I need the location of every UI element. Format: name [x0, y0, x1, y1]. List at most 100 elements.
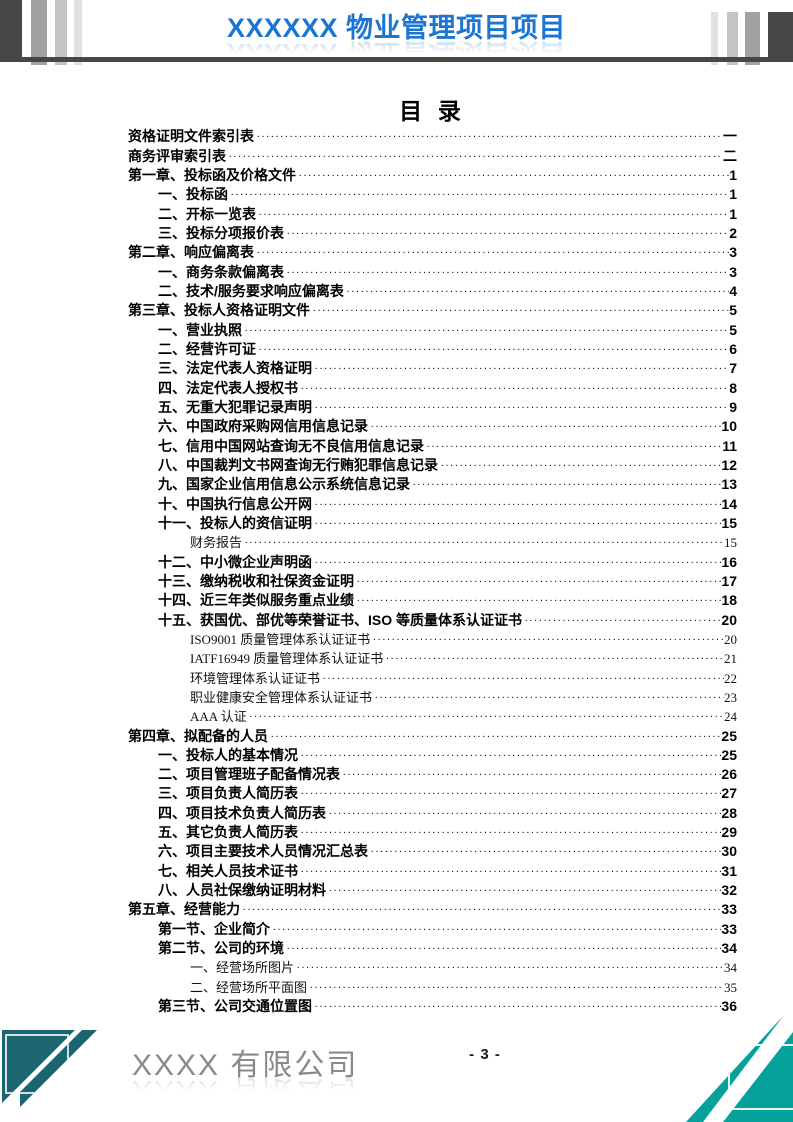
toc-entry[interactable]: 第五章、经营能力................................… [128, 899, 737, 918]
toc-entry[interactable]: 四、项目技术负责人简历表............................… [128, 802, 737, 821]
toc-entry[interactable]: 第三章、投标人资格证明文件...........................… [128, 300, 737, 319]
toc-entry-label: 二、技术/服务要求响应偏离表 [158, 282, 344, 299]
toc-entry[interactable]: 二、经营场所平面图...............................… [128, 976, 737, 995]
toc-entry-label: 商务评审索引表 [128, 147, 226, 164]
toc-entry[interactable]: IATF16949 质量管理体系认证证书....................… [128, 648, 737, 667]
toc-leader-dots: ........................................… [329, 883, 721, 895]
toc-entry-page-number: 3 [729, 263, 737, 280]
toc-leader-dots: ........................................… [371, 419, 722, 431]
toc-entry-page-number: 33 [721, 901, 737, 918]
toc-entry[interactable]: 职业健康安全管理体系认证证书..........................… [128, 687, 737, 706]
toc-entry-page-number: 28 [721, 804, 737, 821]
top-right-gray-bar-2 [727, 12, 738, 65]
toc-entry[interactable]: 十四、近三年类似服务重点业绩..........................… [128, 590, 737, 609]
toc-entry-label: 十一、投标人的资信证明 [158, 514, 312, 531]
toc-leader-dots: ........................................… [315, 554, 721, 566]
toc-entry[interactable]: 财务报告....................................… [128, 532, 737, 551]
toc-entry[interactable]: 第二节、公司的环境...............................… [128, 938, 737, 957]
toc-entry[interactable]: 七、相关人员技术证书..............................… [128, 860, 737, 879]
toc-entry[interactable]: 第一节、企业简介................................… [128, 918, 737, 937]
toc-entry[interactable]: AAA 认证..................................… [128, 706, 737, 725]
toc-entry-label: 十、中国执行信息公开网 [158, 495, 312, 512]
toc-entry-page-number: 17 [721, 572, 737, 589]
toc-entry-label: AAA 认证 [190, 709, 247, 725]
toc-entry[interactable]: 九、国家企业信用信息公示系统信息记录......................… [128, 474, 737, 493]
toc-entry[interactable]: 六、项目主要技术人员情况汇总表.........................… [128, 841, 737, 860]
toc-entry[interactable]: 十五、获国优、部优等荣誉证书、ISO 等质量体系认证证书............… [128, 609, 737, 628]
toc-leader-dots: ........................................… [315, 999, 721, 1011]
toc-entry[interactable]: 六、中国政府采购网信用信息记录.........................… [128, 416, 737, 435]
toc-entry[interactable]: 八、中国裁判文书网查询无行贿犯罪信息记录....................… [128, 455, 737, 474]
toc-entry[interactable]: 资格证明文件索引表...............................… [128, 126, 737, 145]
toc-leader-dots: ........................................… [301, 863, 722, 875]
toc-entry[interactable]: 一、经营场所图片................................… [128, 957, 737, 976]
toc-entry-label: 一、投标函 [158, 186, 228, 203]
toc-entry[interactable]: 二、开标一览表.................................… [128, 203, 737, 222]
toc-entry-page-number: 10 [721, 418, 737, 435]
toc-entry-page-number: 一 [723, 128, 737, 145]
toc-entry-page-number: 20 [724, 631, 737, 647]
toc-entry-label: 三、法定代表人资格证明 [158, 360, 312, 377]
toc-entry-label: 六、中国政府采购网信用信息记录 [158, 418, 368, 435]
toc-entry[interactable]: 二、经营许可证.................................… [128, 339, 737, 358]
toc-entry[interactable]: 第二章、响应偏离表...............................… [128, 242, 737, 261]
toc-leader-dots: ........................................… [375, 689, 724, 701]
toc-entry[interactable]: 环境管理体系认证证书..............................… [128, 667, 737, 686]
toc-entry[interactable]: 商务评审索引表.................................… [128, 145, 737, 164]
toc-entry-page-number: 20 [721, 611, 737, 628]
toc-entry-page-number: 3 [729, 244, 737, 261]
toc-entry[interactable]: 一、营业执照..................................… [128, 319, 737, 338]
toc-entry-label: 三、投标分项报价表 [158, 224, 284, 241]
toc-leader-dots: ........................................… [301, 747, 722, 759]
toc-entry-label: 七、信用中国网站查询无不良信用信息记录 [158, 437, 424, 454]
toc-entry[interactable]: 五、其它负责人简历表..............................… [128, 822, 737, 841]
toc-leader-dots: ........................................… [386, 651, 724, 663]
toc-entry[interactable]: 一、投标人的基本情况..............................… [128, 745, 737, 764]
toc-entry[interactable]: 一、商务条款偏离表...............................… [128, 261, 737, 280]
toc-entry-page-number: 26 [721, 766, 737, 783]
toc-entry-label: 第二节、公司的环境 [158, 940, 284, 957]
toc-leader-dots: ........................................… [315, 361, 730, 373]
toc-entry[interactable]: 十一、投标人的资信证明.............................… [128, 513, 737, 532]
toc-entry[interactable]: 二、项目管理班子配备情况表...........................… [128, 764, 737, 783]
toc-entry-page-number: 9 [729, 398, 737, 415]
footer-company-name: XXXX 有限公司 [132, 1049, 359, 1082]
toc-leader-dots: ........................................… [287, 941, 721, 953]
footer-page-number: - 3 - [469, 1046, 501, 1063]
toc-entry[interactable]: 八、人员社保缴纳证明材料............................… [128, 880, 737, 899]
toc-entry[interactable]: 七、信用中国网站查询无不良信用信息记录.....................… [128, 435, 737, 454]
toc-leader-dots: ........................................… [297, 960, 724, 972]
toc-entry[interactable]: 十、中国执行信息公开网.............................… [128, 493, 737, 512]
toc-entry-page-number: 14 [721, 495, 737, 512]
toc-entry[interactable]: 第三节、公司交通位置图.............................… [128, 996, 737, 1015]
toc-leader-dots: ........................................… [271, 728, 721, 740]
toc-entry-label: 七、相关人员技术证书 [158, 862, 298, 879]
top-left-dark-block [0, 0, 22, 62]
toc-leader-dots: ........................................… [313, 303, 730, 315]
toc-entry[interactable]: 五、无重大犯罪记录声明.............................… [128, 397, 737, 416]
toc-leader-dots: ........................................… [371, 844, 722, 856]
toc-entry[interactable]: 第四章、拟配备的人员..............................… [128, 725, 737, 744]
toc-leader-dots: ........................................… [245, 322, 730, 334]
toc-entry[interactable]: 三、法定代表人资格证明.............................… [128, 358, 737, 377]
toc-entry-label: 八、人员社保缴纳证明材料 [158, 882, 326, 899]
toc-entry[interactable]: 三、项目负责人简历表..............................… [128, 783, 737, 802]
toc-entry[interactable]: 一、投标函...................................… [128, 184, 737, 203]
toc-leader-dots: ........................................… [525, 612, 721, 624]
toc-entry-label: 十五、获国优、部优等荣誉证书、ISO 等质量体系认证证书 [158, 611, 523, 628]
toc-entry-label: 四、项目技术负责人简历表 [158, 804, 326, 821]
toc-leader-dots: ........................................… [323, 670, 724, 682]
toc-leader-dots: ........................................… [299, 167, 729, 179]
toc-leader-dots: ........................................… [373, 631, 724, 643]
toc-entry[interactable]: ISO9001 质量管理体系认证证书......................… [128, 629, 737, 648]
toc-entry[interactable]: 十二、中小微企业声明函.............................… [128, 551, 737, 570]
toc-entry-page-number: 36 [721, 998, 737, 1015]
toc-entry[interactable]: 十三、缴纳税收和社保资金证明..........................… [128, 571, 737, 590]
toc-entry-page-number: 33 [721, 920, 737, 937]
toc-leader-dots: ........................................… [243, 902, 721, 914]
toc-entry[interactable]: 二、技术/服务要求响应偏离表..........................… [128, 281, 737, 300]
toc-entry-label: 四、法定代表人授权书 [158, 379, 298, 396]
toc-entry[interactable]: 三、投标分项报价表...............................… [128, 223, 737, 242]
toc-entry[interactable]: 第一章、投标函及价格文件............................… [128, 165, 737, 184]
toc-entry[interactable]: 四、法定代表人授权书..............................… [128, 377, 737, 396]
